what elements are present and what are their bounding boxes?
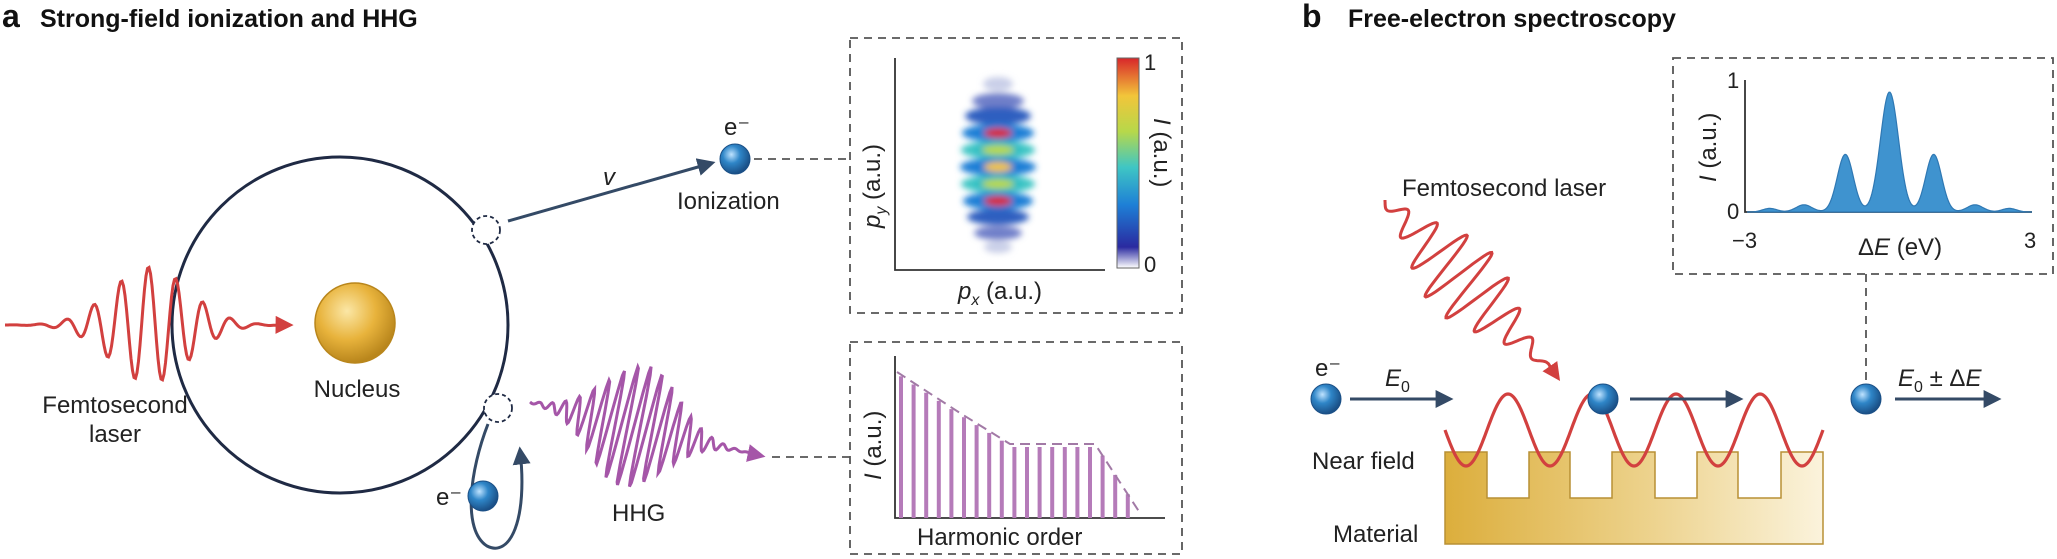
- laser-pulse-wave: [5, 265, 294, 383]
- material-label: Material: [1333, 521, 1418, 548]
- harmonic-bar: [999, 440, 1004, 518]
- harmonic-bar: [1088, 447, 1092, 518]
- momentum-hotspot: [963, 179, 977, 189]
- near-field-label: Near field: [1312, 448, 1415, 475]
- harmonic-envelope: [896, 371, 1141, 514]
- hhg-label: HHG: [612, 500, 665, 527]
- momentum-map-plot: 1 0 I (a.u.) px (a.u.) py (a.u.): [859, 50, 1175, 309]
- momentum-fringe: [983, 77, 1013, 91]
- spectrum-plot: 1 0 −3 3 ΔE (eV) I (a.u.): [1695, 68, 2036, 261]
- electron-label-b: e⁻: [1315, 355, 1341, 382]
- orbit-vacancy-bottom: [483, 393, 513, 423]
- spectrum-y-min-tick: 0: [1727, 199, 1739, 224]
- laser-label-line1: Femtosecond: [42, 392, 187, 419]
- panel-b-title: Free-electron spectroscopy: [1348, 5, 1676, 33]
- momentum-hotspot: [984, 196, 1012, 206]
- panel-b-letter: b: [1302, 0, 1322, 34]
- harmonic-bar: [1113, 474, 1118, 518]
- momentum-fringe: [967, 209, 1029, 225]
- colorbar: [1116, 57, 1140, 269]
- colorbar-max-tick: 1: [1144, 50, 1156, 75]
- harmonic-y-label: I (a.u.): [860, 411, 887, 480]
- e0-pm-label: E0 ± ΔE: [1898, 365, 1982, 396]
- spectrum-x-min-tick: −3: [1732, 228, 1757, 253]
- momentum-hotspot: [1019, 179, 1033, 189]
- recollision-loop-arrow: [469, 423, 531, 550]
- momentum-hotspot: [982, 179, 1014, 189]
- harmonic-axes: [894, 356, 1165, 519]
- laser-label-b: Femtosecond laser: [1402, 175, 1606, 202]
- laser-label-line2: laser: [89, 421, 141, 448]
- momentum-y-label: py (a.u.): [859, 144, 890, 229]
- momentum-fringe: [965, 107, 1031, 125]
- momentum-x-label: px (a.u.): [957, 278, 1042, 309]
- momentum-hotspot: [963, 145, 977, 155]
- nucleus-sphere: [314, 282, 396, 364]
- spectrum-x-max-tick: 3: [2024, 228, 2036, 253]
- momentum-distribution: [960, 77, 1036, 253]
- electron-recolliding: [467, 480, 499, 512]
- e0-label: E0: [1385, 365, 1410, 396]
- electron-ionized: [719, 143, 751, 175]
- ionization-arrow: [507, 158, 716, 223]
- harmonic-bar: [1062, 447, 1067, 518]
- spectrum-y-max-tick: 1: [1727, 68, 1739, 93]
- harmonic-bars: [899, 376, 1130, 518]
- electron-label-top: e⁻: [724, 114, 750, 141]
- near-field-wave: [1443, 392, 1825, 468]
- harmonic-bar: [936, 400, 941, 518]
- spectrum-x-label: ΔE (eV): [1858, 234, 1942, 261]
- momentum-map-axes: [894, 58, 1105, 271]
- panel-a-title: Strong-field ionization and HHG: [40, 5, 418, 33]
- harmonic-bar: [1025, 447, 1029, 518]
- harmonic-bar: [1125, 494, 1130, 518]
- orbit-vacancy-top: [471, 215, 501, 245]
- spectrum-inset-box: [1672, 57, 2054, 275]
- colorbar-min-tick: 0: [1144, 252, 1156, 277]
- material-grating: [1444, 451, 1824, 545]
- harmonic-bar: [911, 384, 916, 518]
- harmonic-bar: [949, 409, 954, 518]
- harmonic-bar: [924, 392, 929, 518]
- harmonic-x-label: Harmonic order: [917, 524, 1082, 551]
- harmonic-plot-box: [849, 341, 1183, 555]
- momentum-map-box: [849, 37, 1183, 314]
- nucleus-label: Nucleus: [314, 376, 401, 403]
- momentum-hotspot: [984, 162, 1012, 172]
- harmonic-bar: [899, 376, 903, 518]
- electron-outgoing: [1850, 383, 1882, 415]
- electron-interacting: [1587, 383, 1619, 415]
- momentum-hotspot: [1019, 145, 1033, 155]
- momentum-fringe: [974, 226, 1022, 240]
- panel-b: b Free-electron spectroscopy 1 0 −3 3 ΔE…: [1302, 0, 2054, 548]
- momentum-fringe: [972, 93, 1024, 109]
- harmonic-bar: [987, 432, 992, 518]
- ionization-label: Ionization: [677, 188, 780, 215]
- spectrum-curve: [1747, 91, 2032, 213]
- harmonic-bar: [962, 417, 966, 518]
- atom-orbit: [170, 155, 510, 495]
- electron-label-bottom: e⁻: [436, 484, 462, 511]
- harmonic-bar: [1100, 455, 1105, 518]
- harmonic-bar: [1012, 447, 1017, 518]
- electron-incoming: [1310, 383, 1342, 415]
- harmonic-bar: [1050, 447, 1055, 518]
- laser-pulse-wave-b: [1383, 200, 1561, 381]
- panel-a: a Strong-field ionization and HHG Nucleu…: [2, 0, 1183, 555]
- momentum-hotspot: [982, 145, 1014, 155]
- momentum-hotspot: [984, 128, 1012, 138]
- harmonic-bar: [974, 425, 979, 518]
- hhg-pulse-wave: [529, 362, 766, 488]
- colorbar-label: I (a.u.): [1148, 118, 1175, 187]
- harmonic-plot: Harmonic order I (a.u.): [860, 356, 1165, 551]
- panel-a-letter: a: [2, 0, 20, 34]
- spectrum-y-label: I (a.u.): [1695, 113, 1722, 182]
- harmonic-bar: [1075, 447, 1080, 518]
- momentum-fringe: [984, 241, 1012, 253]
- velocity-label: v: [603, 164, 617, 191]
- harmonic-bar: [1037, 447, 1042, 518]
